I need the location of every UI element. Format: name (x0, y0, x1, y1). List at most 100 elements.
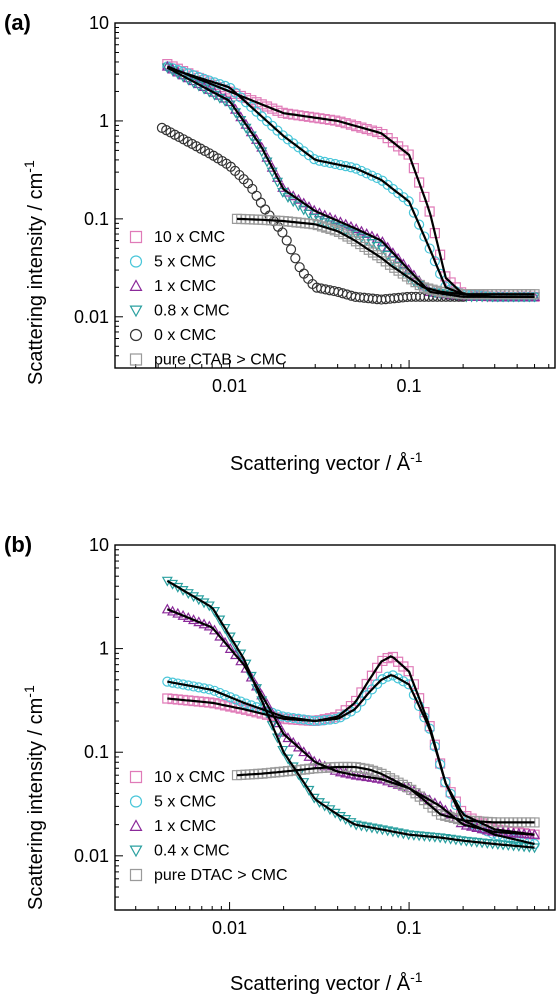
a-data-point (267, 103, 278, 114)
b-legend-label: 5 x CMC (154, 794, 216, 811)
panel-b-tick-labels: 0.01 0.1 0.01 0.1 1 10 (74, 535, 422, 938)
a-data-point (309, 112, 320, 123)
a-data-point (340, 118, 351, 129)
b-legend-marker (129, 819, 143, 831)
b-data-point (219, 690, 231, 701)
b-y-tick-label: 1 (99, 639, 109, 659)
panel-b-legend: 10 x CMC 5 x CMC 1 x CMC 0.4 x CMC pure DTAC… (129, 769, 288, 884)
b-legend-label: pure DTAC > CMC (154, 867, 288, 884)
a-data-point (361, 168, 372, 179)
a-data-point (372, 172, 383, 184)
b-data-point (403, 666, 414, 677)
b-data-point (224, 632, 236, 643)
panel-b-x-axis-title: Scattering vector / Å-1 (230, 969, 423, 994)
a-data-point (255, 197, 267, 208)
b-legend-item: 10 x CMC (129, 769, 225, 786)
a-data-point (250, 133, 263, 144)
a-data-point (293, 110, 304, 121)
b-series-0 (162, 651, 540, 840)
b-data-point (282, 754, 294, 765)
panel-a-tick-labels: 0.01 0.1 0.01 0.1 1 10 (74, 13, 422, 396)
a-series-1 (162, 61, 540, 302)
b-data-point (398, 676, 409, 687)
a-data-point (350, 230, 362, 241)
panel-a-legend: 10 x CMC 5 x CMC 1 x CMC 0.8 x CMC 0 x CMC pu… (129, 229, 287, 369)
a-legend-marker (129, 305, 143, 318)
b-data-point (366, 670, 378, 681)
a-data-point (319, 113, 330, 125)
a-data-point (277, 107, 288, 118)
a-data-point (161, 60, 173, 71)
b-data-point (240, 698, 252, 709)
a-data-point (285, 244, 297, 255)
panel-a-fit-lines (166, 65, 535, 298)
b-legend-marker (129, 868, 143, 882)
a-data-point (272, 105, 283, 116)
b-data-point (235, 703, 246, 714)
a-data-point (290, 253, 301, 264)
b-legend-label: 1 x CMC (154, 818, 216, 835)
panel-b-plot-frame (114, 544, 556, 911)
b-legend-item: 1 x CMC (129, 818, 216, 835)
b-data-point (245, 671, 257, 682)
a-data-point (294, 262, 305, 273)
b-legend-label: 0.4 x CMC (154, 843, 230, 860)
b-data-point (282, 732, 294, 743)
a-x-tick-label: 0.01 (212, 376, 247, 396)
b-data-point (445, 788, 456, 799)
a-data-point (230, 88, 241, 99)
a-data-point (345, 119, 357, 130)
b-data-point (230, 694, 241, 705)
a-data-point (251, 190, 262, 201)
a-data-point (277, 227, 288, 238)
b-data-point (298, 746, 310, 757)
a-legend-item: 1 x CMC (129, 278, 216, 295)
a-y-tick-label: 1 (99, 111, 109, 131)
b-fit-line-1 (167, 674, 535, 846)
b-data-point (214, 699, 225, 710)
a-data-point (356, 165, 367, 177)
b-data-point (277, 745, 289, 756)
b-data-point (372, 662, 383, 673)
b-legend-marker (129, 845, 143, 858)
b-x-tick-label: 0.1 (397, 918, 422, 938)
panel-a: (a) 0.01 0.1 0.01 0.1 1 10 10 x CMC 5 x CMC 1 x… (4, 10, 556, 475)
b-data-point (235, 649, 247, 660)
a-legend-label: 5 x CMC (154, 254, 216, 271)
a-data-point (351, 163, 362, 174)
panel-a-y-axis-title-sup: -1 (21, 160, 37, 173)
a-data-point (214, 93, 226, 104)
a-legend-item: 5 x CMC (129, 254, 216, 271)
a-data-point (414, 219, 425, 230)
b-legend-marker (129, 770, 143, 784)
panel-b-label: (b) (4, 532, 32, 557)
a-data-point (355, 233, 367, 244)
b-data-point (382, 671, 393, 682)
b-data-point (277, 726, 289, 737)
b-legend-item: 5 x CMC (129, 794, 216, 811)
a-data-point (288, 109, 299, 120)
b-data-point (303, 785, 315, 796)
a-legend-item: 0 x CMC (129, 327, 216, 344)
panel-b-x-axis-title-sup: -1 (410, 969, 423, 985)
a-data-point (351, 121, 362, 132)
a-data-point (256, 141, 268, 152)
b-data-point (214, 630, 226, 641)
b-series-2 (161, 603, 541, 839)
b-data-point (224, 643, 236, 653)
a-legend-item: 10 x CMC (129, 229, 225, 246)
a-data-point (314, 113, 325, 124)
a-legend-label: 0.8 x CMC (154, 303, 230, 320)
b-data-point (292, 741, 304, 752)
b-x-tick-label: 0.01 (212, 918, 247, 938)
b-fit-line-2 (166, 608, 535, 836)
a-data-point (225, 86, 236, 97)
b-data-point (271, 717, 284, 728)
a-legend-label: pure CTAB > CMC (154, 352, 287, 369)
a-x-tick-label: 0.1 (397, 376, 422, 396)
b-y-tick-label: 0.1 (84, 742, 109, 762)
b-legend-item: pure DTAC > CMC (129, 867, 288, 884)
b-data-point (214, 687, 225, 699)
panel-b-fit-lines (166, 579, 535, 849)
a-data-point (271, 171, 284, 182)
